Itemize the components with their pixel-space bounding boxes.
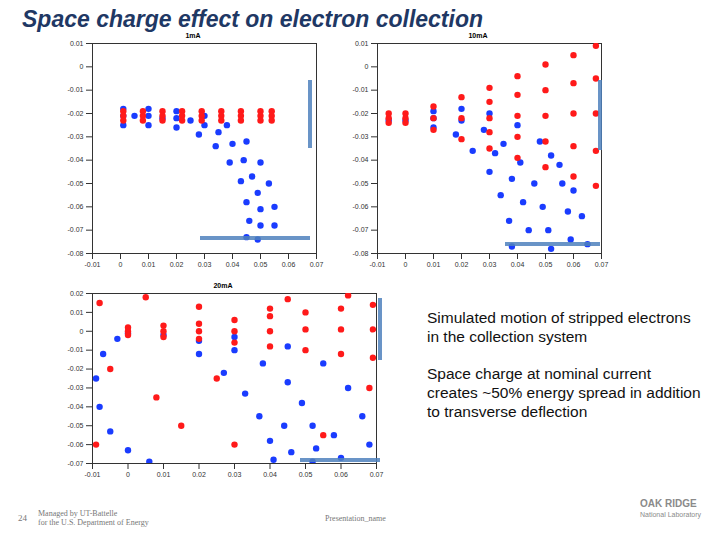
svg-text:0.05: 0.05 <box>299 471 313 478</box>
svg-text:-0.07: -0.07 <box>68 460 84 467</box>
svg-text:0.01: 0.01 <box>70 40 84 47</box>
svg-text:-0.07: -0.07 <box>353 226 369 233</box>
svg-text:0.07: 0.07 <box>595 261 609 268</box>
svg-text:0.03: 0.03 <box>198 261 212 268</box>
svg-text:-0.02: -0.02 <box>68 365 84 372</box>
svg-text:0.05: 0.05 <box>539 261 553 268</box>
svg-text:-0.01: -0.01 <box>370 261 386 268</box>
svg-text:0: 0 <box>404 261 408 268</box>
html-text:24: 24 <box>18 513 27 523</box>
svg-text:-0.02: -0.02 <box>68 110 84 117</box>
svg-text:0.03: 0.03 <box>483 261 497 268</box>
svg-text:-0.05: -0.05 <box>68 180 84 187</box>
svg-text:-0.07: -0.07 <box>68 226 84 233</box>
svg-text:0.02: 0.02 <box>170 261 184 268</box>
svg-text:0: 0 <box>80 63 84 70</box>
svg-text:0.07: 0.07 <box>310 261 324 268</box>
svg-text:-0.03: -0.03 <box>68 384 84 391</box>
svg-text:0.04: 0.04 <box>263 471 277 478</box>
html-text:1mA: 1mA <box>185 32 201 39</box>
svg-text:-0.08: -0.08 <box>68 250 84 257</box>
svg-text:0.01: 0.01 <box>427 261 441 268</box>
svg-text:0.06: 0.06 <box>334 471 348 478</box>
svg-text:-0.01: -0.01 <box>85 261 101 268</box>
svg-text:-0.08: -0.08 <box>353 250 369 257</box>
svg-text:-0.05: -0.05 <box>68 422 84 429</box>
html-text:Managed by UT-Battelle: Managed by UT-Battelle <box>38 509 118 518</box>
svg-text:0.01: 0.01 <box>157 471 171 478</box>
svg-text:-0.03: -0.03 <box>68 133 84 140</box>
svg-text:-0.01: -0.01 <box>353 86 369 93</box>
svg-text:0.04: 0.04 <box>511 261 525 268</box>
svg-text:0.02: 0.02 <box>455 261 469 268</box>
svg-text:0: 0 <box>80 328 84 335</box>
svg-text:-0.02: -0.02 <box>353 110 369 117</box>
html-text:Space charge at nominal curren: Space charge at nominal current creates … <box>427 365 701 420</box>
svg-text:0.02: 0.02 <box>70 290 84 297</box>
html-text:10mA: 10mA <box>468 32 488 39</box>
svg-text:-0.04: -0.04 <box>68 156 84 163</box>
svg-text:0.04: 0.04 <box>226 261 240 268</box>
html-text:Space charge effect on electro: Space charge effect on electron collecti… <box>22 6 483 32</box>
svg-text:0.06: 0.06 <box>567 261 581 268</box>
svg-text:0: 0 <box>126 471 130 478</box>
svg-text:-0.05: -0.05 <box>353 180 369 187</box>
svg-text:0.07: 0.07 <box>370 471 384 478</box>
svg-text:-0.01: -0.01 <box>68 86 84 93</box>
svg-text:-0.04: -0.04 <box>68 403 84 410</box>
html-text:for the U.S. Department of Ene: for the U.S. Department of Energy <box>38 518 149 527</box>
html-text:National Laboratory: National Laboratory <box>640 511 702 518</box>
html-text:OAK RIDGE: OAK RIDGE <box>640 498 697 509</box>
svg-text:0: 0 <box>365 63 369 70</box>
html-text:Simulated motion of stripped e: Simulated motion of stripped electrons i… <box>427 309 691 345</box>
html-text:20mA: 20mA <box>213 282 233 289</box>
svg-text:0.01: 0.01 <box>142 261 156 268</box>
svg-text:-0.04: -0.04 <box>353 156 369 163</box>
svg-text:0.01: 0.01 <box>355 40 369 47</box>
svg-text:-0.03: -0.03 <box>353 133 369 140</box>
svg-text:-0.01: -0.01 <box>85 471 101 478</box>
svg-text:0.02: 0.02 <box>192 471 206 478</box>
html-text:Presentation_name: Presentation_name <box>325 514 386 523</box>
svg-text:0.03: 0.03 <box>228 471 242 478</box>
svg-text:-0.06: -0.06 <box>353 203 369 210</box>
svg-text:0.01: 0.01 <box>70 309 84 316</box>
svg-text:-0.01: -0.01 <box>68 346 84 353</box>
svg-text:0.06: 0.06 <box>282 261 296 268</box>
svg-text:0: 0 <box>119 261 123 268</box>
svg-text:-0.06: -0.06 <box>68 203 84 210</box>
svg-text:-0.06: -0.06 <box>68 441 84 448</box>
svg-text:0.05: 0.05 <box>254 261 268 268</box>
